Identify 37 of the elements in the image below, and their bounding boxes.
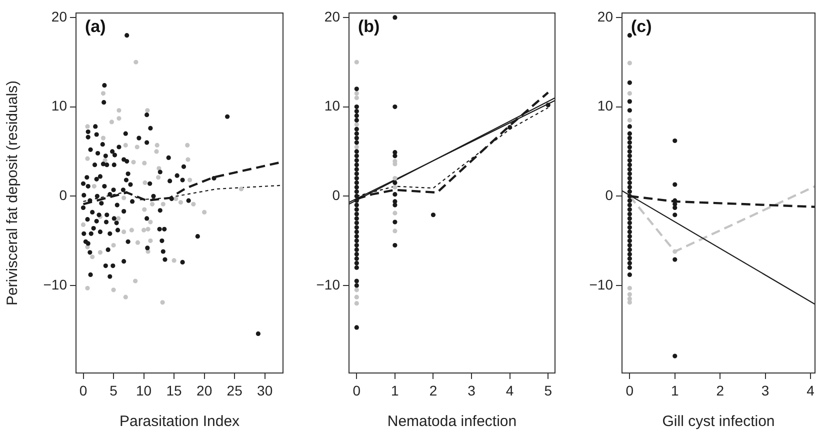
chart-title: (b): [358, 17, 380, 36]
x-tick-label: 2: [716, 382, 724, 398]
x-tick-label: 3: [761, 382, 770, 398]
x-tick-label: 10: [136, 382, 152, 398]
x-tick-label: 4: [506, 382, 514, 398]
x-tick-label: 15: [166, 382, 182, 398]
x-tick-label: 25: [226, 382, 243, 398]
y-tick-label: 20: [324, 8, 340, 24]
y-tick-label: 10: [597, 98, 614, 114]
y-tick-label: −10: [316, 276, 340, 292]
x-tick-label: 5: [110, 382, 118, 398]
y-tick-label: 0: [59, 186, 68, 203]
y-tick-label: 0: [332, 186, 340, 203]
x-tick-label: 5: [544, 382, 552, 398]
y-tick-label: 10: [324, 98, 340, 114]
x-tick-label: 0: [352, 382, 361, 398]
y-tick-label: −10: [589, 276, 614, 292]
y-tick-label: 20: [597, 8, 614, 24]
x-tick-label: 0: [626, 382, 634, 398]
x-tick-label: 20: [196, 382, 212, 398]
x-tick-label: 2: [429, 382, 438, 398]
x-axis-title: Nematoda infection: [387, 413, 517, 430]
x-axis-title: Parasitation Index: [119, 413, 240, 430]
x-tick-label: 4: [806, 382, 815, 398]
x-tick-label: 0: [79, 382, 88, 398]
y-axis-title: Perivisceral fat deposit (residuals): [4, 80, 22, 306]
x-axis-title: Gill cyst infection: [662, 413, 775, 430]
y-tick-label: 20: [51, 8, 68, 24]
y-tick-label: −10: [43, 276, 68, 292]
chart-title: (a): [85, 17, 106, 36]
chart-title: (c): [631, 17, 652, 36]
x-tick-label: 30: [257, 382, 273, 398]
y-tick-label: 0: [605, 186, 614, 203]
x-tick-label: 1: [670, 382, 679, 398]
x-tick-label: 3: [468, 382, 476, 398]
x-tick-label: 1: [391, 382, 400, 398]
y-tick-label: 10: [51, 98, 68, 114]
